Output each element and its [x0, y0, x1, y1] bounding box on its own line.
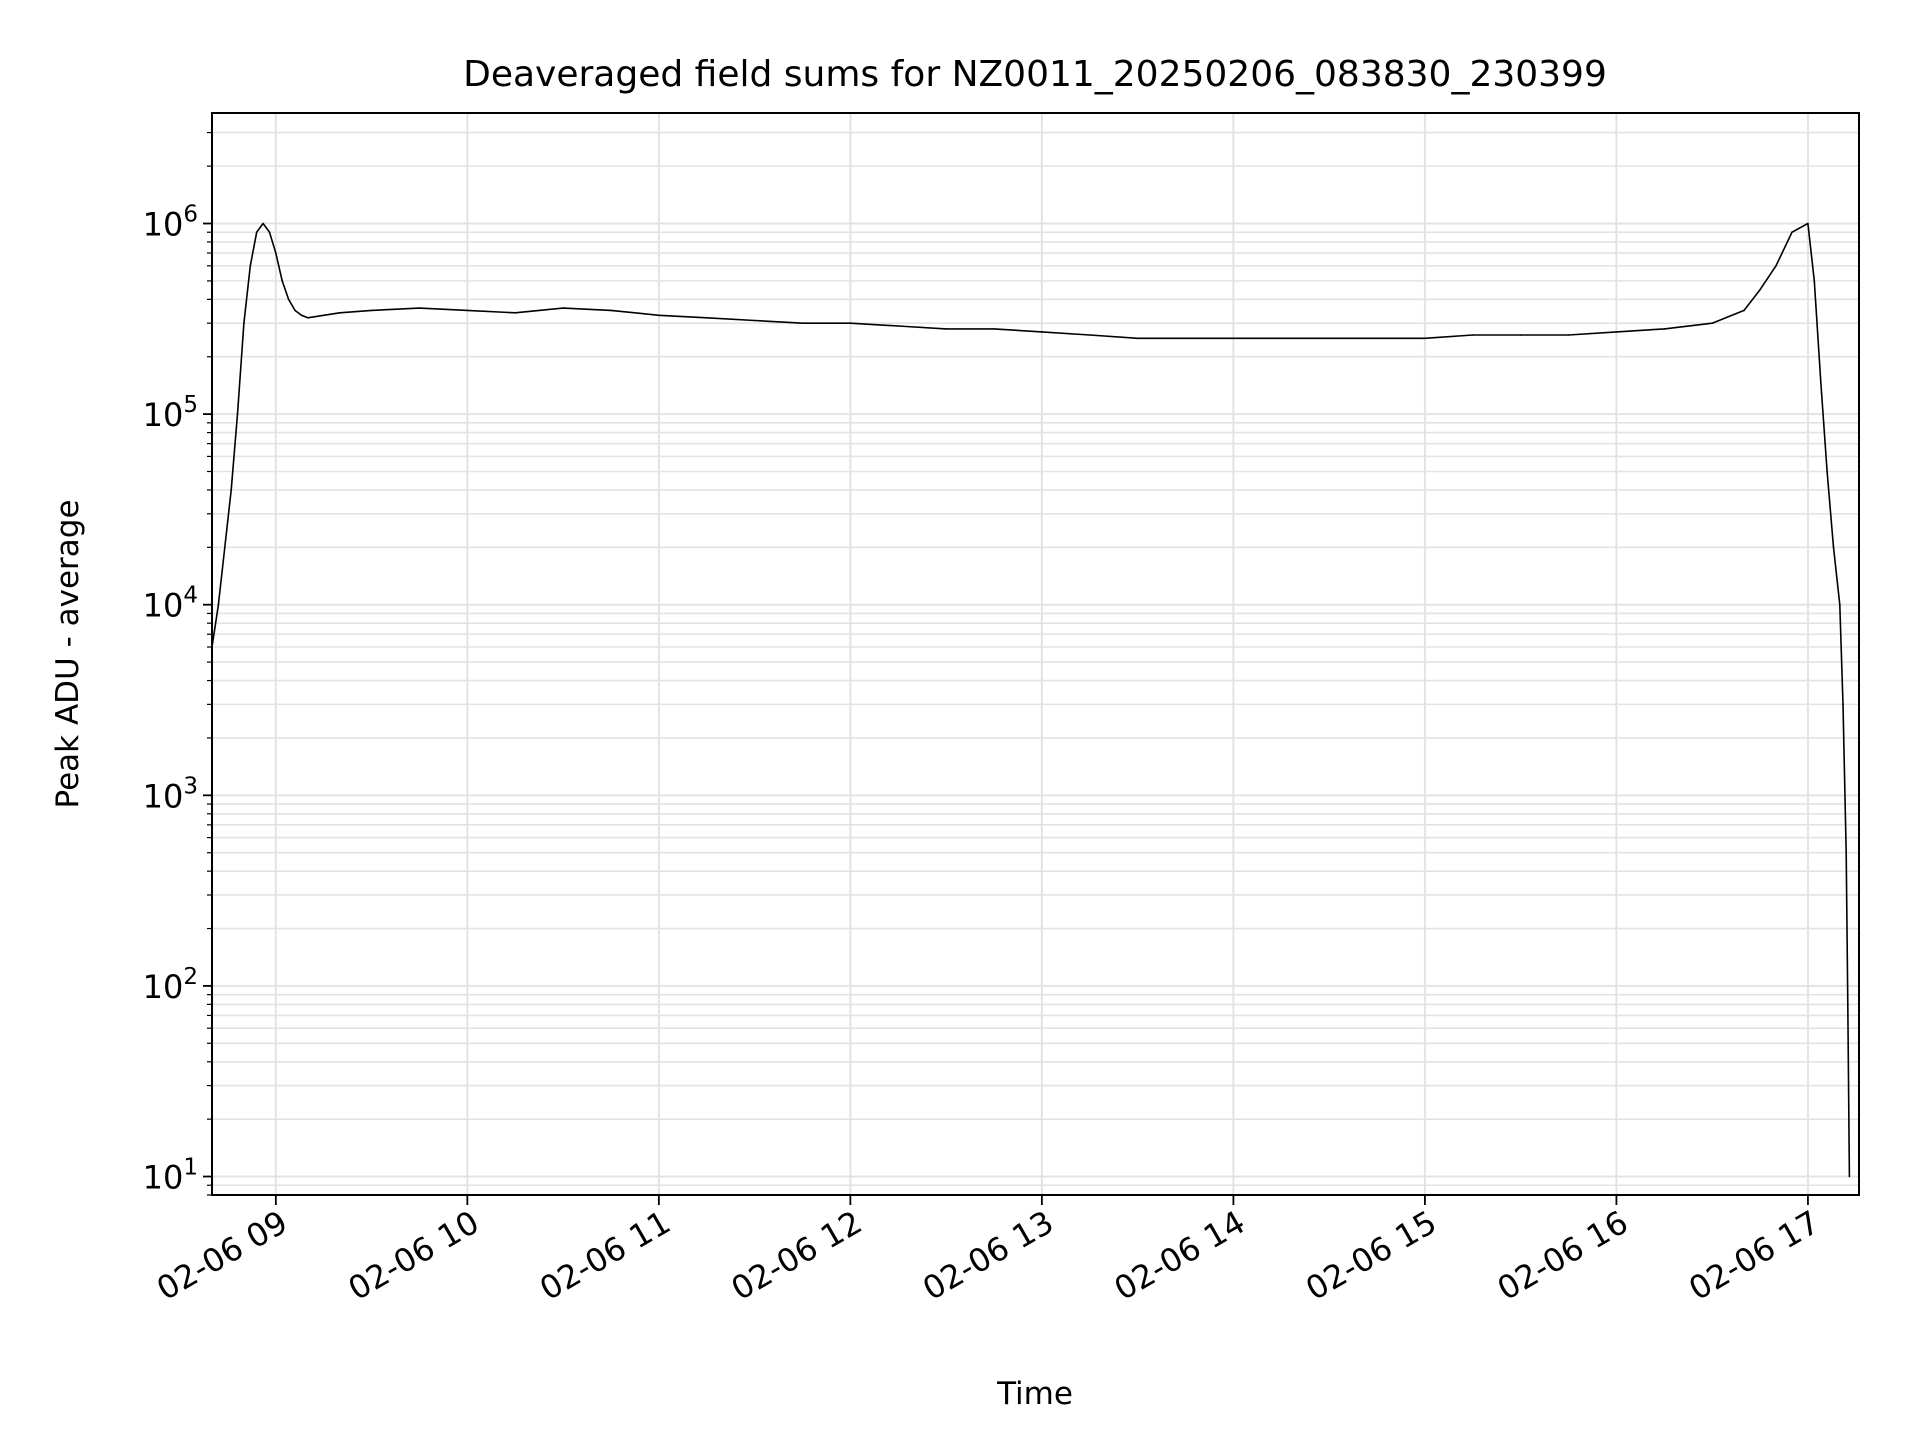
data-point — [1376, 337, 1378, 340]
data-point — [275, 252, 277, 254]
data-point — [562, 307, 564, 309]
data-point — [1519, 334, 1522, 336]
y-tick-label: 102 — [143, 964, 198, 1006]
data-point — [1567, 334, 1570, 336]
data-point — [1845, 851, 1847, 854]
y-axis-label: Peak ADU - average — [50, 499, 86, 808]
chart-title: Deaveraged field sums for NZ0011_2025020… — [463, 54, 1607, 95]
x-axis: 02-06 09 02-06 10 02-06 11 02-06 12 02-06 13… — [150, 1195, 1826, 1308]
data-point — [236, 413, 239, 415]
x-axis-label: Time — [996, 1376, 1073, 1412]
data-point — [1184, 337, 1187, 340]
data-point — [1791, 231, 1793, 233]
data-point — [370, 309, 373, 312]
data-point — [1813, 280, 1816, 282]
series-layer — [211, 222, 1851, 1178]
x-tick-label: 02-06 14 — [1108, 1203, 1252, 1308]
data-point — [255, 231, 258, 233]
data-point — [658, 314, 660, 317]
data-point — [849, 322, 852, 325]
data-point — [243, 322, 245, 325]
plot-frame — [211, 112, 1860, 1196]
data-point — [1759, 288, 1761, 291]
x-tick-label: 02-06 15 — [1299, 1203, 1443, 1308]
data-point — [287, 298, 290, 301]
x-tick-label: 02-06 12 — [725, 1203, 869, 1308]
data-point — [610, 309, 612, 312]
y-tick-label: 103 — [143, 773, 198, 815]
data-point — [945, 328, 947, 330]
data-point — [1807, 222, 1809, 225]
y-tick-label: 105 — [143, 392, 198, 434]
data-point — [1848, 1175, 1851, 1178]
data-point — [268, 231, 271, 233]
data-point — [1839, 603, 1841, 606]
x-tick-label: 02-06 13 — [916, 1203, 1060, 1308]
data-point — [322, 314, 325, 317]
data-point — [1472, 334, 1474, 336]
data-point — [1280, 337, 1283, 340]
data-point — [1842, 703, 1844, 706]
data-point — [1743, 309, 1745, 312]
data-point — [705, 317, 708, 319]
data-point — [801, 322, 804, 325]
data-point — [1819, 379, 1822, 382]
data-point — [418, 307, 421, 309]
data-point — [281, 280, 284, 282]
x-tick-label: 02-06 10 — [342, 1203, 486, 1308]
data-point — [230, 489, 232, 491]
series-line-0 — [211, 222, 1851, 1177]
data-point — [249, 265, 252, 267]
data-point — [514, 312, 516, 314]
y-tick-label: 101 — [143, 1155, 198, 1197]
data-point — [1232, 337, 1235, 340]
data-point — [224, 546, 226, 549]
data-point — [1847, 1003, 1849, 1006]
data-point — [1089, 334, 1091, 336]
data-point — [1775, 265, 1777, 267]
data-point — [300, 314, 303, 317]
y-tick-label: 106 — [143, 202, 198, 244]
x-tick-label: 02-06 11 — [533, 1203, 677, 1308]
y-axis: 101 102 103 104 105 106 — [143, 131, 212, 1197]
data-point — [217, 603, 220, 606]
data-point — [294, 309, 296, 312]
data-point — [1615, 331, 1618, 333]
data-point — [262, 222, 264, 225]
data-point — [897, 325, 900, 327]
x-tick-label: 02-06 09 — [150, 1203, 294, 1308]
data-point — [993, 328, 995, 330]
data-point — [466, 309, 469, 312]
y-tick-label: 104 — [143, 583, 198, 625]
data-point — [1711, 322, 1713, 325]
data-point — [1328, 337, 1330, 340]
grid — [212, 113, 1859, 1196]
data-point — [307, 317, 309, 319]
x-tick-label: 02-06 16 — [1491, 1203, 1635, 1308]
data-point — [338, 312, 341, 314]
data-point — [1663, 328, 1666, 330]
data-point — [1136, 337, 1139, 340]
data-point — [1424, 337, 1426, 340]
data-point — [753, 319, 756, 322]
data-point — [1826, 470, 1828, 473]
data-point — [1832, 546, 1835, 549]
data-point — [1041, 331, 1043, 333]
x-tick-label: 02-06 17 — [1682, 1203, 1826, 1308]
